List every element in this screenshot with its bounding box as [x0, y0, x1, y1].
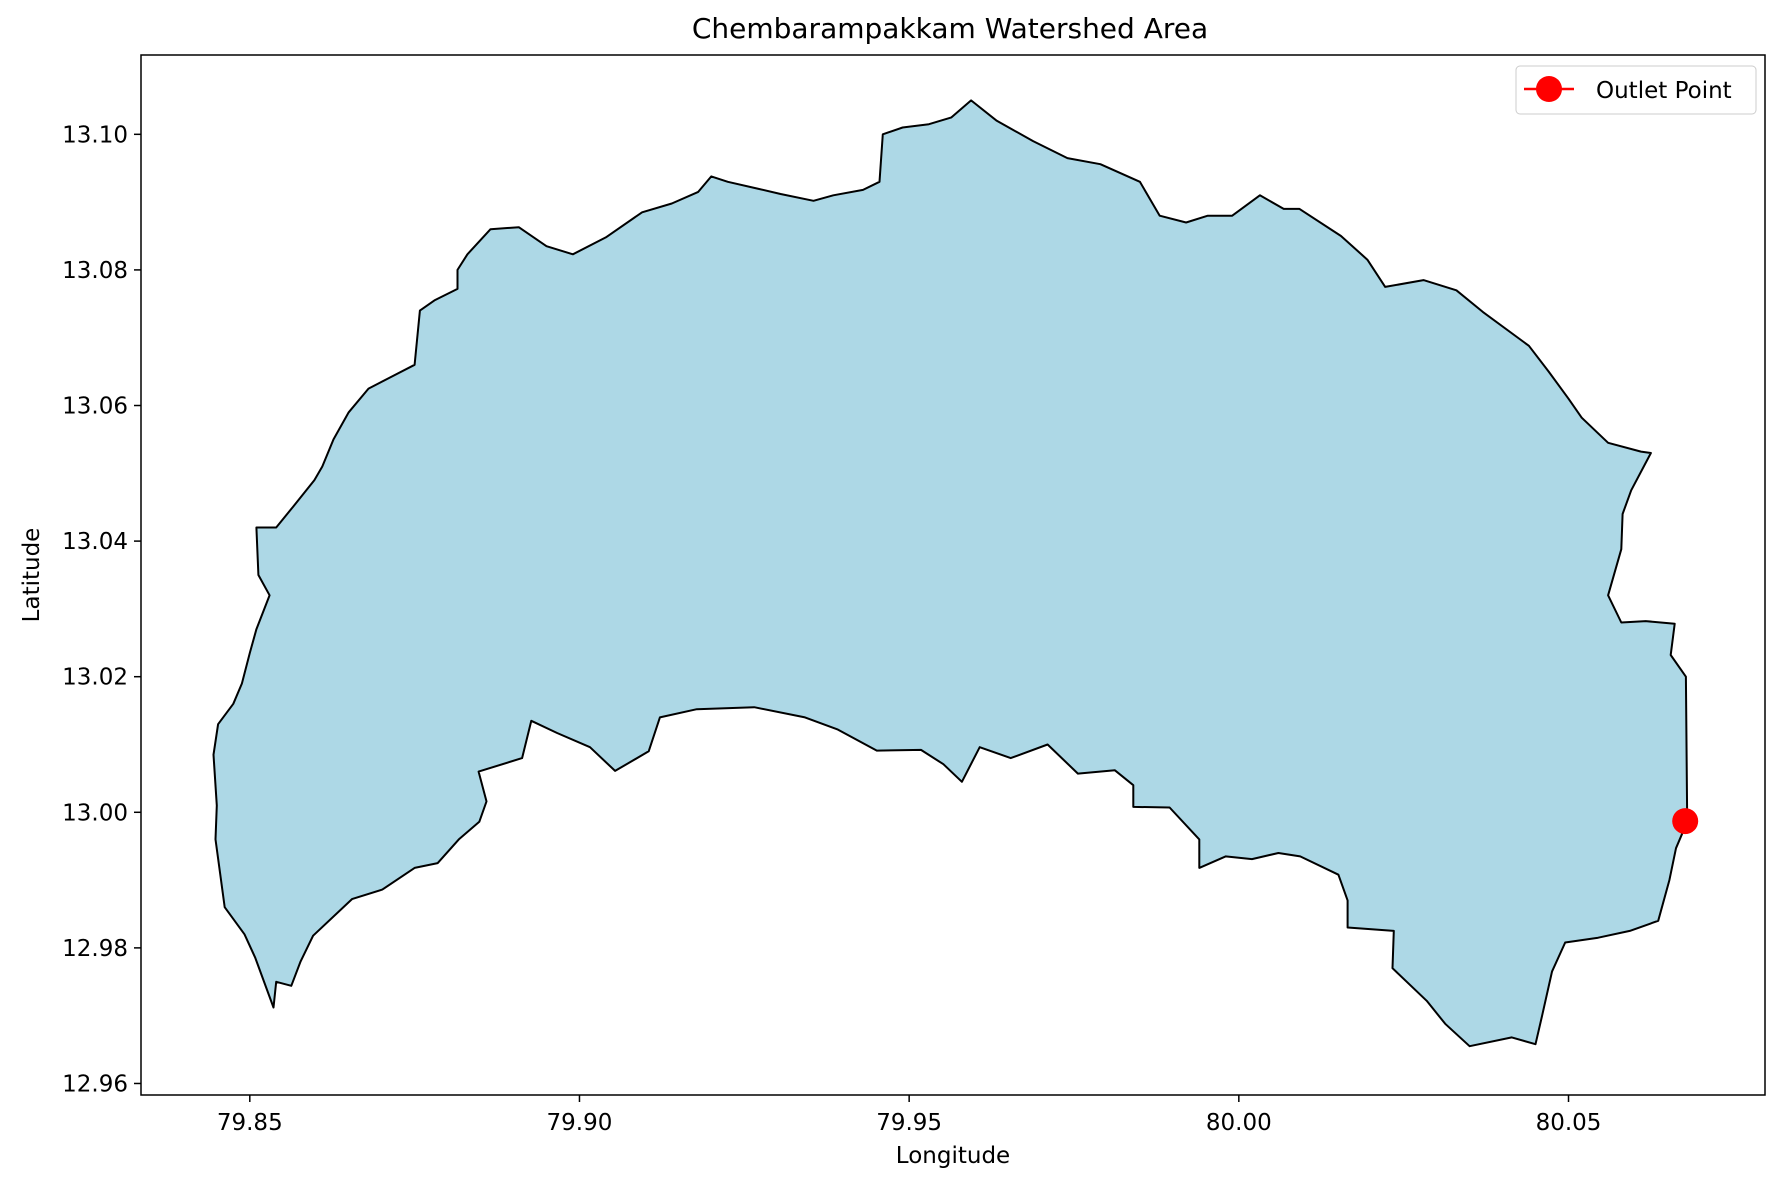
legend: Outlet Point [1515, 65, 1757, 115]
map-title: Chembarampakkam Watershed Area [692, 12, 1208, 45]
y-tick-label: 12.98 [62, 936, 128, 962]
x-tick-label: 79.85 [217, 1110, 283, 1136]
outlet-point [1672, 808, 1699, 835]
y-tick-label: 13.06 [62, 394, 128, 420]
outlet-point-marker [1672, 808, 1699, 835]
x-tick-label: 80.00 [1206, 1110, 1272, 1136]
y-axis: 12.96 12.98 13.00 13.02 13.04 13.06 13.08 13.10… [19, 122, 141, 1097]
legend-outlet-marker [1536, 76, 1562, 102]
y-tick-label: 12.96 [62, 1071, 128, 1097]
y-axis-ticks: 12.96 12.98 13.00 13.02 13.04 13.06 13.08 13.10 [62, 122, 141, 1097]
y-tick-label: 13.04 [62, 529, 128, 555]
watershed-polygon [212, 99, 1689, 1048]
x-tick-label: 79.95 [876, 1110, 942, 1136]
plot-frame [140, 54, 1766, 1096]
x-axis-ticks: 79.85 79.90 79.95 80.00 80.05 [217, 1095, 1602, 1136]
x-tick-label: 80.05 [1536, 1110, 1602, 1136]
x-tick-label: 79.90 [547, 1110, 613, 1136]
legend-box [1515, 65, 1757, 115]
y-axis-label: Latitude [19, 528, 45, 623]
plot-area [140, 54, 1766, 1096]
x-axis: 79.85 79.90 79.95 80.00 80.05 Longitude [217, 1095, 1602, 1169]
y-tick-label: 13.10 [62, 122, 128, 148]
y-tick-label: 13.08 [62, 258, 128, 284]
y-tick-label: 13.00 [62, 800, 128, 826]
x-axis-label: Longitude [896, 1143, 1010, 1169]
y-tick-label: 13.02 [62, 665, 128, 691]
legend-outlet-label: Outlet Point [1596, 78, 1732, 104]
